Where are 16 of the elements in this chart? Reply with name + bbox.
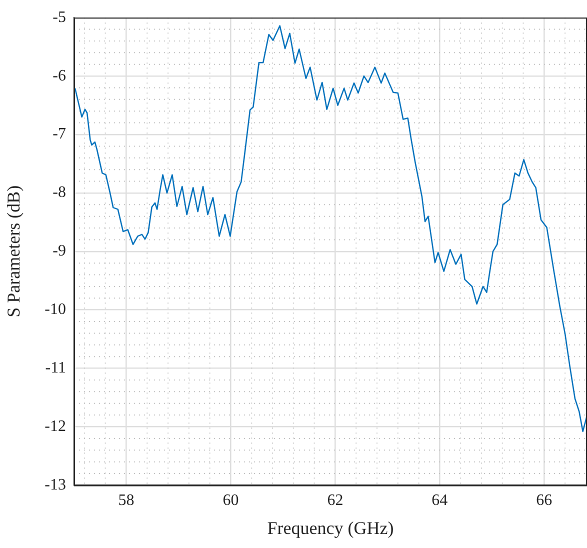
y-tick-label: -10: [44, 301, 66, 318]
y-axis-title: S Parameters (dB): [4, 185, 24, 318]
x-tick-label: 62: [327, 492, 344, 510]
y-tick-label: -9: [52, 242, 66, 260]
y-tick-label: -11: [45, 360, 66, 377]
y-tick-label: -12: [44, 418, 66, 435]
x-tick-label: 60: [222, 492, 239, 510]
y-tick-label: -7: [52, 126, 66, 143]
x-tick-label: 64: [432, 492, 448, 510]
x-tick-label: 66: [536, 492, 552, 510]
y-tick-label: -8: [52, 184, 66, 202]
y-tick-label: -13: [44, 476, 66, 494]
y-tick-label: -6: [52, 67, 66, 84]
x-axis-title: Frequency (GHz): [267, 518, 394, 538]
y-tick-label: -5: [52, 8, 66, 26]
x-tick-label: 58: [118, 492, 134, 510]
